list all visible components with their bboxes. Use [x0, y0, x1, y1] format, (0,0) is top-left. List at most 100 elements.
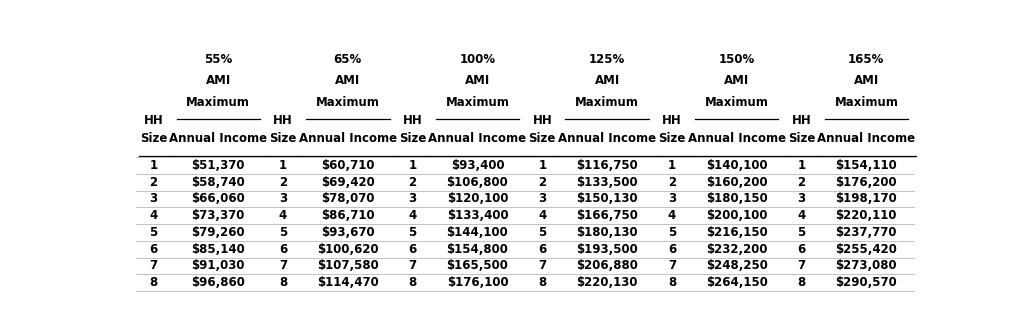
Text: Size: Size: [399, 132, 426, 145]
Text: 100%: 100%: [460, 53, 496, 66]
Text: 5: 5: [279, 226, 287, 239]
Text: $220,130: $220,130: [577, 276, 638, 289]
Text: 2: 2: [409, 176, 417, 189]
Text: 4: 4: [798, 209, 806, 222]
Text: 2: 2: [798, 176, 806, 189]
Text: AMI: AMI: [206, 74, 230, 87]
Text: $220,110: $220,110: [836, 209, 897, 222]
Text: 5: 5: [409, 226, 417, 239]
Text: 4: 4: [279, 209, 287, 222]
Text: 2: 2: [279, 176, 287, 189]
Text: 1: 1: [279, 159, 287, 172]
Text: 4: 4: [150, 209, 158, 222]
Text: Annual Income: Annual Income: [299, 132, 397, 145]
Text: 4: 4: [409, 209, 417, 222]
Text: HH: HH: [273, 114, 293, 127]
Text: Annual Income: Annual Income: [688, 132, 785, 145]
Text: $93,670: $93,670: [322, 226, 375, 239]
Text: HH: HH: [663, 114, 682, 127]
Text: Maximum: Maximum: [835, 96, 898, 109]
Text: 5: 5: [668, 226, 676, 239]
Text: $86,710: $86,710: [322, 209, 375, 222]
Text: Size: Size: [139, 132, 167, 145]
Text: $96,860: $96,860: [191, 276, 245, 289]
Text: $85,140: $85,140: [191, 243, 245, 256]
Text: 8: 8: [150, 276, 158, 289]
Text: 5: 5: [798, 226, 806, 239]
Text: 6: 6: [279, 243, 287, 256]
Text: 1: 1: [150, 159, 158, 172]
Text: $100,620: $100,620: [317, 243, 379, 256]
Text: 4: 4: [539, 209, 547, 222]
Text: $51,370: $51,370: [191, 159, 245, 172]
Text: 7: 7: [668, 259, 676, 272]
Text: $116,750: $116,750: [577, 159, 638, 172]
Text: Size: Size: [658, 132, 686, 145]
Text: $273,080: $273,080: [836, 259, 897, 272]
Text: Maximum: Maximum: [705, 96, 769, 109]
Text: 6: 6: [668, 243, 676, 256]
Text: $150,130: $150,130: [577, 192, 638, 205]
Text: $133,400: $133,400: [446, 209, 508, 222]
Text: HH: HH: [143, 114, 163, 127]
Text: Maximum: Maximum: [575, 96, 639, 109]
Text: 6: 6: [409, 243, 417, 256]
Text: 7: 7: [539, 259, 547, 272]
Text: 5: 5: [150, 226, 158, 239]
Text: 2: 2: [668, 176, 676, 189]
Text: $232,200: $232,200: [706, 243, 767, 256]
Text: 1: 1: [668, 159, 676, 172]
Text: $60,710: $60,710: [322, 159, 375, 172]
Text: $180,150: $180,150: [706, 192, 768, 205]
Text: 3: 3: [409, 192, 417, 205]
Text: Maximum: Maximum: [445, 96, 509, 109]
Text: 5: 5: [539, 226, 547, 239]
Text: HH: HH: [402, 114, 423, 127]
Text: $198,170: $198,170: [836, 192, 897, 205]
Text: 55%: 55%: [204, 53, 232, 66]
Text: $78,070: $78,070: [322, 192, 375, 205]
Text: 1: 1: [798, 159, 806, 172]
Text: Annual Income: Annual Income: [558, 132, 656, 145]
Text: $180,130: $180,130: [577, 226, 638, 239]
Text: $237,770: $237,770: [836, 226, 897, 239]
Text: 7: 7: [279, 259, 287, 272]
Text: $106,800: $106,800: [446, 176, 508, 189]
Text: $66,060: $66,060: [191, 192, 245, 205]
Text: 3: 3: [798, 192, 806, 205]
Text: $154,110: $154,110: [836, 159, 897, 172]
Text: 3: 3: [150, 192, 158, 205]
Text: $160,200: $160,200: [706, 176, 768, 189]
Text: $165,500: $165,500: [446, 259, 509, 272]
Text: Size: Size: [269, 132, 297, 145]
Text: $144,100: $144,100: [446, 226, 508, 239]
Text: 8: 8: [279, 276, 287, 289]
Text: $255,420: $255,420: [836, 243, 897, 256]
Text: $206,880: $206,880: [577, 259, 638, 272]
Text: $176,100: $176,100: [446, 276, 508, 289]
Text: 2: 2: [539, 176, 547, 189]
Text: AMI: AMI: [595, 74, 620, 87]
Text: $193,500: $193,500: [577, 243, 638, 256]
Text: 6: 6: [150, 243, 158, 256]
Text: 8: 8: [409, 276, 417, 289]
Text: 7: 7: [409, 259, 417, 272]
Text: 7: 7: [798, 259, 806, 272]
Text: Size: Size: [528, 132, 556, 145]
Text: $166,750: $166,750: [577, 209, 638, 222]
Text: Maximum: Maximum: [186, 96, 250, 109]
Text: $120,100: $120,100: [446, 192, 508, 205]
Text: AMI: AMI: [724, 74, 750, 87]
Text: AMI: AMI: [335, 74, 360, 87]
Text: 6: 6: [539, 243, 547, 256]
Text: 7: 7: [150, 259, 158, 272]
Text: 1: 1: [409, 159, 417, 172]
Text: 125%: 125%: [589, 53, 626, 66]
Text: 1: 1: [539, 159, 547, 172]
Text: $58,740: $58,740: [191, 176, 245, 189]
Text: 2: 2: [150, 176, 158, 189]
Text: $154,800: $154,800: [446, 243, 509, 256]
Text: $140,100: $140,100: [706, 159, 768, 172]
Text: $290,570: $290,570: [836, 276, 897, 289]
Text: Size: Size: [787, 132, 815, 145]
